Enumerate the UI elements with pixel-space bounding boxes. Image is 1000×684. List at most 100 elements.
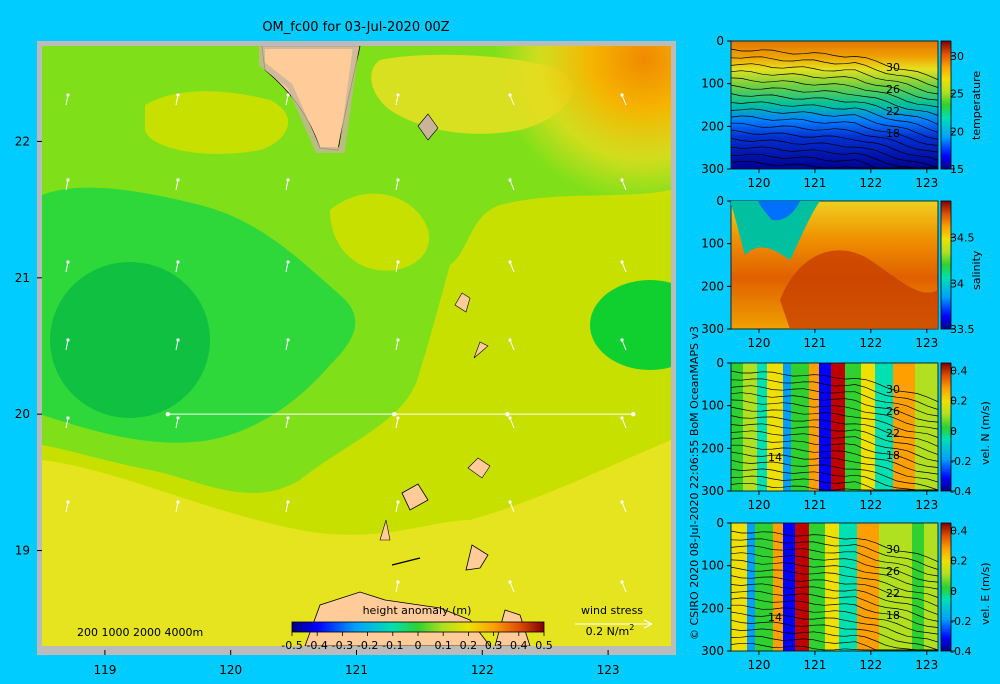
isotherm-line <box>730 566 939 598</box>
isotherm-line <box>730 392 939 423</box>
wind-stress-scale: 0.2 N/m2 <box>586 623 635 638</box>
section-x-tick-label: 120 <box>748 498 771 512</box>
isotherm-line <box>730 619 939 651</box>
wind-arrows <box>65 93 627 593</box>
colorbar-height-tick-label: -0.1 <box>382 639 403 652</box>
section-y-tick-label: 0 <box>716 516 724 530</box>
section-y-tick-label: 100 <box>701 237 724 251</box>
velocity-east-label: vel. E (m/s) <box>979 562 992 625</box>
transect-marker <box>631 411 636 417</box>
isotherm-line <box>730 538 939 570</box>
salinity-salty-core <box>780 250 938 329</box>
colorbar-height-tick-label: -0.2 <box>357 639 378 652</box>
isotherm-line <box>730 575 939 607</box>
map-orange-ne <box>400 46 671 306</box>
section-colorbar-tick-label: 30 <box>950 50 964 63</box>
map-x-tick-label: 121 <box>345 663 368 677</box>
colorbar-label-height: height anomaly (m) <box>363 604 472 617</box>
panel-velocity-east: 30 26 22 18 14 120 121 122 123 0 100 200 300 0.4 0.2 0… <box>701 516 992 672</box>
colorbar-height-ticks: -0.5 -0.4 -0.3 -0.2 -0.1 0 0.1 0.2 0.3 0.4 0.5 <box>281 632 553 652</box>
isotherm-line <box>730 115 939 146</box>
wind-arrow <box>508 500 515 513</box>
island-7 <box>379 519 391 541</box>
section-x-tick-label: 123 <box>915 176 938 190</box>
wind-arrow <box>620 580 627 593</box>
wind-arrow <box>285 260 290 273</box>
isotherm-line <box>730 370 939 403</box>
map-yellow-south <box>42 440 671 646</box>
isotherm-line <box>730 63 939 95</box>
contour-label: 30 <box>886 543 900 556</box>
section-colorbar-tick-label: 0 <box>950 585 957 598</box>
velocity-east-stripe <box>747 523 755 651</box>
section-x-tick-label: 122 <box>859 336 882 350</box>
isotherm-line <box>730 530 939 563</box>
map-yellow-nw-patch <box>145 91 289 154</box>
section-colorbar-tick-label: 33.5 <box>950 323 975 336</box>
island-8 <box>391 557 421 566</box>
land-luzon <box>304 591 491 646</box>
section-colorbar-tick-label: 0.4 <box>950 365 968 378</box>
contour-label: 14 <box>768 611 782 624</box>
velocity-east-stripe <box>857 523 879 651</box>
colorbar-height-tick-label: -0.4 <box>306 639 327 652</box>
velocity-east-colorbar <box>940 522 952 652</box>
isotherm-line <box>730 437 939 468</box>
section-colorbar-tick-label: -0.4 <box>950 645 971 658</box>
panel-salinity: 120 121 122 123 0 100 200 300 34.5 34 33.5 salinit… <box>701 194 983 350</box>
isotherm-line <box>730 70 939 101</box>
map-y-tick-label: 19 <box>15 544 30 558</box>
temperature-label: temperature <box>970 71 983 140</box>
velocity-north-stripe <box>757 363 767 491</box>
transect-marker <box>165 411 170 417</box>
section-y-tick-label: 200 <box>701 441 724 455</box>
contour-label: 26 <box>886 565 900 578</box>
map-y-tick-label: 22 <box>15 134 30 148</box>
isotherm-line <box>730 415 939 447</box>
transect-marker <box>505 411 510 417</box>
isotherm-line <box>731 122 939 153</box>
wind-arrow <box>175 260 180 273</box>
wind-arrow <box>395 93 400 106</box>
panel-temperature-field <box>730 40 939 170</box>
isotherm-line <box>730 430 939 462</box>
section-x-tick-label: 121 <box>803 176 826 190</box>
section-y-tick-label: 300 <box>701 322 724 336</box>
wind-arrow <box>285 338 290 351</box>
wind-arrow <box>285 500 290 513</box>
temperature-contours: 30 26 22 18 <box>730 48 939 169</box>
section-x-tick-label: 122 <box>859 658 882 672</box>
isotherm-line <box>730 423 939 455</box>
velocity-north-contours: 30 26 22 18 14 <box>730 370 939 491</box>
temperature-axes: 120 121 122 123 0 100 200 300 30 25 20 15 <box>701 34 964 190</box>
salinity-label: salinity <box>970 250 983 290</box>
transect-marker <box>392 411 397 417</box>
wind-arrow <box>65 338 70 351</box>
velocity-east-stripe <box>731 523 747 651</box>
wind-arrow <box>620 500 627 513</box>
isotherm-line <box>730 583 939 615</box>
isotherm-line <box>730 160 938 169</box>
wind-arrow <box>508 416 515 429</box>
map-x-tick-label: 122 <box>471 663 494 677</box>
map-x-tick-label: 123 <box>597 663 620 677</box>
colorbar-height-tick-label: 0.5 <box>535 639 553 652</box>
salinity-fresh-core <box>758 201 800 221</box>
salinity-fresh-tongue <box>731 201 820 260</box>
velocity-north-stripe <box>861 363 875 491</box>
isotherm-line <box>730 482 938 491</box>
wind-arrow <box>395 416 400 429</box>
isotherm-line <box>730 406 939 438</box>
transect-line <box>165 411 636 417</box>
credit-text: © CSIRO 2020 08-Jul-2020 22:06:55 BoM Oc… <box>688 326 701 640</box>
wind-arrow <box>395 580 400 593</box>
wind-arrow <box>65 416 70 429</box>
wind-stress-label: wind stress <box>581 604 643 617</box>
isotherm-line <box>730 468 938 491</box>
section-y-tick-label: 200 <box>701 119 724 133</box>
velocity-east-contours: 30 26 22 18 14 <box>730 530 939 651</box>
section-colorbar-tick-label: -0.2 <box>950 615 971 628</box>
section-x-tick-label: 121 <box>803 336 826 350</box>
map-x-axis: 119 120 121 122 123 <box>93 650 620 677</box>
wind-arrow <box>508 580 515 593</box>
